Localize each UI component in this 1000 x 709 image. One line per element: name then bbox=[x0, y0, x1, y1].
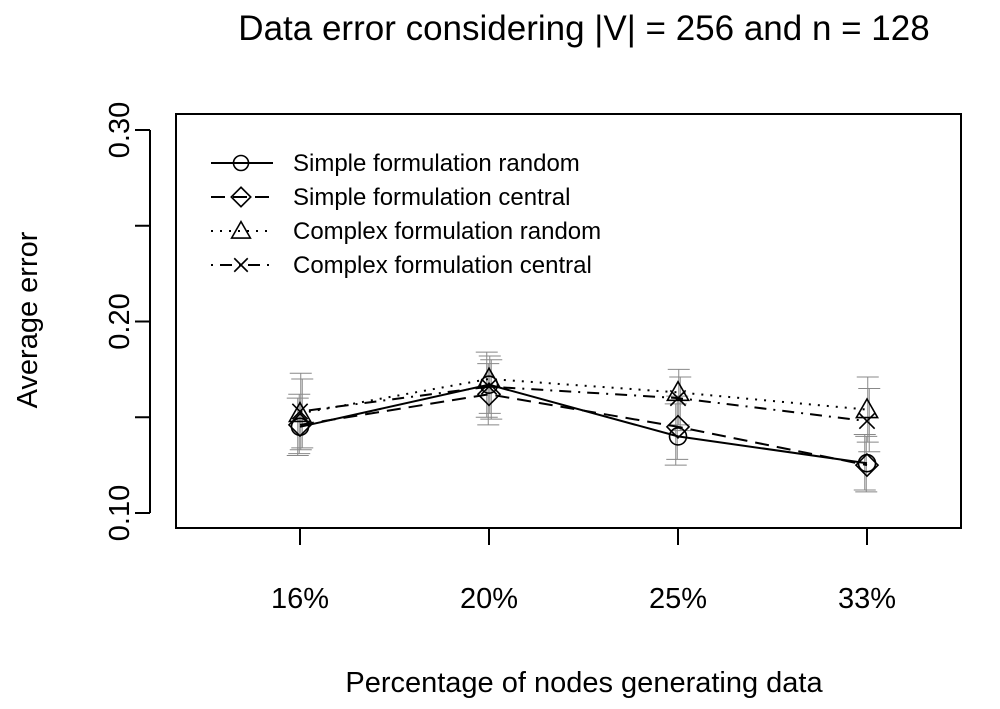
series-line bbox=[299, 393, 868, 467]
legend-marker bbox=[232, 154, 250, 172]
legend-label: Complex formulation central bbox=[293, 252, 592, 279]
legend-label: Simple formulation central bbox=[293, 184, 570, 211]
series-line bbox=[299, 385, 868, 423]
y-tick-label: 0.30 bbox=[104, 102, 136, 158]
data-point bbox=[665, 414, 691, 440]
data-point bbox=[291, 403, 309, 420]
y-tick-label: 0.20 bbox=[104, 293, 136, 349]
data-point bbox=[480, 378, 498, 395]
y-axis: 0.10 0.20 0.30 bbox=[104, 102, 151, 541]
series-markers bbox=[287, 366, 880, 478]
data-point bbox=[665, 380, 691, 402]
y-tick-label: 0.10 bbox=[104, 485, 136, 541]
data-point bbox=[668, 427, 688, 446]
x-axis: 16% 20% 25% 33% bbox=[271, 527, 896, 615]
chart-title: Data error considering |V| = 256 and n =… bbox=[238, 9, 929, 48]
x-tick-label: 20% bbox=[460, 583, 518, 615]
series-lines bbox=[299, 377, 868, 467]
legend-marker bbox=[230, 186, 252, 208]
data-point bbox=[858, 412, 876, 430]
x-tick-label: 16% bbox=[271, 583, 329, 615]
error-bars bbox=[286, 351, 881, 493]
legend: Simple formulation random Simple formulat… bbox=[211, 150, 601, 279]
x-tick-label: 33% bbox=[838, 583, 896, 615]
data-point bbox=[669, 389, 687, 407]
data-point bbox=[854, 452, 880, 478]
x-tick-label: 25% bbox=[649, 583, 707, 615]
data-point bbox=[287, 401, 313, 423]
data-point bbox=[854, 397, 880, 419]
data-point bbox=[476, 382, 502, 407]
legend-label: Simple formulation random bbox=[293, 150, 580, 177]
legend-label: Complex formulation random bbox=[293, 218, 601, 245]
legend-marker bbox=[233, 257, 249, 273]
legend-marker bbox=[230, 220, 252, 239]
y-axis-label: Average error bbox=[12, 231, 44, 408]
x-axis-label: Percentage of nodes generating data bbox=[345, 667, 823, 699]
series-line bbox=[299, 383, 868, 465]
